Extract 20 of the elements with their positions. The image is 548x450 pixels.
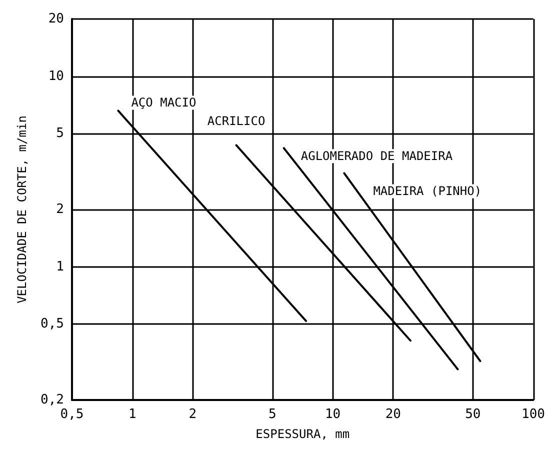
y-tick-label: 1 — [56, 259, 64, 274]
x-tick-label: 1 — [128, 407, 136, 422]
x-tick-label: 5 — [268, 407, 276, 422]
series-label: MADEIRA (PINHO) — [373, 184, 482, 198]
series-label: ACRILICO — [207, 114, 266, 128]
y-tick-label: 10 — [48, 68, 64, 84]
series-label: AGLOMERADO DE MADEIRA — [300, 149, 454, 164]
y-tick-label: 2 — [56, 202, 64, 217]
y-tick-label: 0,2 — [40, 392, 64, 408]
y-tick-label: 20 — [48, 12, 64, 26]
x-tick-label: 20 — [385, 407, 401, 422]
x-tick-label: 100 — [522, 407, 545, 422]
x-tick-label: 2 — [188, 407, 197, 422]
y-tick-label: 5 — [56, 126, 64, 142]
series-label: AÇO MACIO — [131, 96, 196, 110]
x-axis-title: ESPESSURA, mm — [256, 427, 350, 441]
x-tick-label: 10 — [324, 407, 341, 422]
y-axis-title: VELOCIDADE DE CORTE, m/min — [15, 116, 29, 304]
y-tick-label: 0,5 — [40, 316, 64, 332]
x-tick-label: 50 — [465, 407, 481, 422]
